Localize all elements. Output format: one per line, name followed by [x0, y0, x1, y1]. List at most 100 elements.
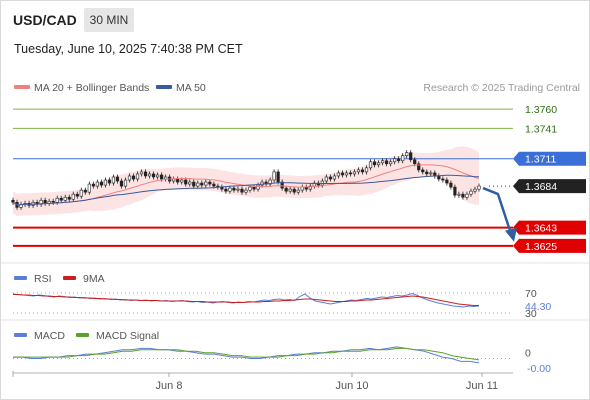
- candle: [87, 183, 91, 193]
- macd-level-label: 0: [525, 348, 531, 360]
- rsi-legend-swatch: [14, 276, 27, 280]
- candle: [445, 179, 449, 184]
- rsi-level-label: 70: [525, 288, 537, 300]
- candle: [300, 186, 304, 191]
- macd-signal-legend-label: MACD Signal: [96, 330, 159, 342]
- candle: [131, 175, 136, 180]
- x-axis: Jun 8 Jun 10 Jun 11: [12, 371, 513, 392]
- candle: [119, 180, 124, 187]
- candle: [348, 172, 353, 175]
- forecast-arrow: [482, 186, 513, 235]
- datetime-label: Tuesday, June 10, 2025 7:40:38 PM CET: [14, 42, 243, 56]
- ma50-line: [12, 174, 480, 206]
- candle: [147, 173, 152, 177]
- candle: [39, 199, 43, 205]
- level-label: 1.3684: [525, 181, 557, 193]
- candle: [441, 178, 445, 181]
- candle: [228, 187, 232, 192]
- ma50-legend-swatch: [156, 85, 172, 89]
- rsi-line: [12, 292, 480, 308]
- candle: [244, 189, 248, 193]
- candle: [336, 172, 340, 177]
- macd-signal-legend-swatch: [76, 333, 89, 337]
- candle: [208, 181, 212, 185]
- timeframe-badge[interactable]: 30 MIN: [84, 8, 134, 32]
- candle: [268, 179, 272, 185]
- candle: [83, 189, 87, 193]
- forecast-arrow-head: [505, 227, 517, 242]
- candle: [172, 178, 176, 182]
- price-panel: 1.3760 1.3741 1.3711 1.3684 1.3643 1.3625: [11, 104, 586, 253]
- candle: [43, 199, 47, 204]
- candle: [139, 171, 144, 175]
- ma20-legend-label: MA 20 + Bollinger Bands: [34, 82, 149, 94]
- candle: [135, 173, 140, 180]
- candle: [417, 163, 421, 171]
- candle: [196, 182, 200, 187]
- rsi-level-label: 30: [525, 308, 537, 320]
- macd-legend-swatch: [14, 333, 27, 337]
- candle: [332, 175, 336, 180]
- candle: [380, 160, 385, 164]
- candle: [55, 197, 59, 203]
- candle: [308, 185, 312, 190]
- candle: [344, 172, 349, 176]
- candle: [204, 181, 208, 186]
- candle: [188, 181, 192, 185]
- candle: [212, 183, 216, 187]
- candle: [328, 176, 332, 180]
- level-label: 1.3760: [525, 104, 557, 116]
- level-label-box: [513, 179, 586, 194]
- candle: [429, 172, 433, 175]
- macd-current-value: -0.00: [527, 363, 551, 375]
- candle: [143, 171, 148, 177]
- candle: [364, 167, 369, 173]
- candle: [256, 184, 260, 190]
- candle: [115, 176, 120, 182]
- rsi-legend-label: RSI: [34, 273, 52, 285]
- candle: [376, 162, 381, 166]
- macd-panel: 0 -0.00: [13, 346, 551, 375]
- candle: [192, 181, 196, 187]
- candle: [252, 186, 256, 190]
- candle: [176, 178, 180, 183]
- candle: [180, 179, 184, 183]
- level-label-box: [513, 238, 586, 253]
- candle: [59, 197, 63, 201]
- candle: [425, 171, 429, 175]
- candle: [91, 183, 95, 187]
- candle: [95, 181, 99, 187]
- candle: [127, 175, 132, 181]
- candle: [465, 193, 469, 198]
- bollinger-band: [13, 146, 479, 216]
- ma50-legend-label: MA 50: [176, 82, 206, 94]
- candle: [272, 171, 276, 181]
- candle: [449, 182, 453, 188]
- level-label: 1.3643: [525, 223, 557, 235]
- rsi-current-value: 44.30: [525, 301, 551, 313]
- candle: [99, 181, 103, 186]
- rsi-ma-legend-label: 9MA: [83, 273, 105, 285]
- candle: [75, 193, 79, 197]
- candle: [385, 160, 389, 165]
- candle: [224, 188, 228, 192]
- candle: [236, 188, 240, 191]
- candle: [469, 190, 473, 195]
- candle: [156, 174, 160, 178]
- candle: [111, 176, 116, 184]
- level-label-box: [513, 220, 586, 235]
- rsi-ma-legend-swatch: [63, 276, 76, 280]
- macd-signal-line: [13, 347, 480, 361]
- candle: [232, 187, 236, 191]
- candle: [413, 159, 417, 165]
- candle: [473, 188, 477, 192]
- candle: [352, 171, 357, 175]
- ma20-legend-swatch: [14, 85, 30, 89]
- x-axis-tick-label: Jun 10: [335, 380, 368, 392]
- candle: [477, 185, 481, 190]
- candle: [248, 186, 252, 191]
- candle: [389, 161, 393, 165]
